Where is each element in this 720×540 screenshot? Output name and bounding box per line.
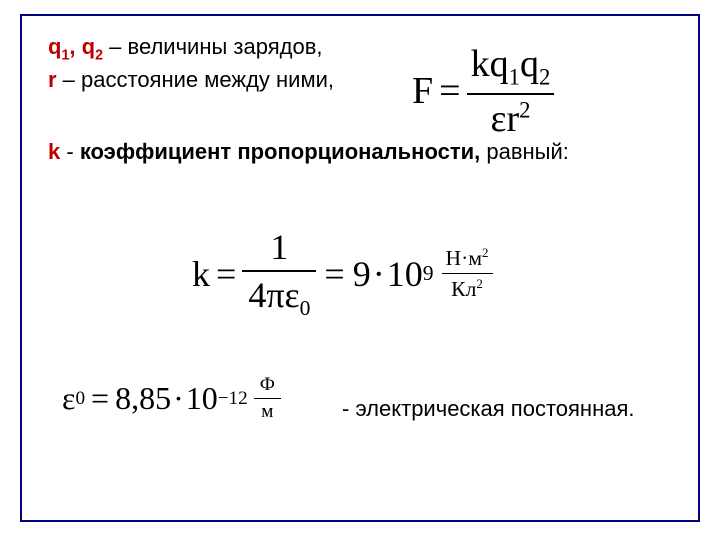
eps-units: Ф м	[254, 374, 281, 423]
eps-dot: ·	[173, 380, 184, 417]
formula-k: k = 1 4πε0 = 9 · 10 9 Н·м2	[192, 226, 493, 321]
k-symbol: k	[48, 139, 60, 164]
F-den-r-exp: 2	[519, 97, 530, 122]
definition-k: k - коэффициент пропорциональности, равн…	[48, 139, 672, 165]
k-den-pi: π	[266, 275, 284, 315]
k-dot: ·	[373, 253, 385, 295]
k-lhs: k	[192, 253, 210, 295]
k-unit-m-exp: 2	[482, 245, 488, 260]
k-description: коэффициент пропорциональности,	[80, 139, 480, 164]
F-lhs: F	[412, 69, 433, 113]
eps-sym: ε	[62, 380, 75, 417]
q-description: – величины зарядов,	[103, 34, 322, 59]
formula-epsilon0: ε0 = 8,85 · 10 −12 Ф м	[62, 374, 281, 423]
eps-unit-den: м	[255, 401, 279, 423]
F-num-q2-sub: 2	[539, 65, 550, 90]
F-den-r: r	[506, 98, 519, 140]
q1-symbol: q	[48, 34, 61, 59]
content-frame: q1, q2 – величины зарядов, r – расстояни…	[20, 14, 700, 522]
k-tail: равный:	[480, 139, 569, 164]
k-den-eps: ε	[285, 275, 300, 315]
k-unit-N: Н	[446, 246, 462, 270]
q2-subscript: 2	[95, 47, 103, 63]
k-unit-den-exp: 2	[476, 276, 482, 291]
k-eq2: =	[324, 253, 344, 295]
k-unit-den: Кл	[451, 277, 476, 301]
k-eq1: =	[216, 253, 236, 295]
eps-eq: =	[91, 380, 109, 417]
eps-exp: −12	[218, 388, 248, 410]
k-exp: 9	[423, 261, 434, 286]
epsilon-description: - электрическая постоянная.	[342, 396, 634, 422]
k-nine: 9	[353, 253, 371, 295]
F-den-eps: ε	[490, 98, 506, 140]
r-symbol: r	[48, 67, 57, 92]
eps-sub: 0	[75, 388, 85, 410]
F-num-q2: q	[520, 43, 539, 85]
F-num-q1-sub: 1	[509, 65, 520, 90]
F-fraction: kq1q2 εr2	[467, 42, 555, 141]
k-den-eps-sub: 0	[300, 296, 311, 320]
eps-ten: 10	[186, 380, 218, 417]
formula-coulomb: F = kq1q2 εr2	[412, 42, 554, 141]
definition-r: r – расстояние между ними,	[48, 67, 672, 93]
F-num-q1: q	[490, 43, 509, 85]
k-unit-m: м	[468, 246, 482, 270]
k-ten: 10	[387, 253, 423, 295]
k-dash: -	[60, 139, 80, 164]
eps-unit-num: Ф	[254, 374, 281, 396]
F-num-k: k	[471, 43, 490, 85]
k-frac1: 1 4πε0	[242, 226, 316, 321]
r-description: – расстояние между ними,	[57, 67, 334, 92]
k-num1: 1	[258, 226, 300, 268]
definition-q: q1, q2 – величины зарядов,	[48, 34, 672, 63]
k-units: Н·м2 Кл2	[442, 245, 493, 302]
q2-symbol: q	[82, 34, 95, 59]
k-den-4: 4	[248, 275, 266, 315]
F-equals: =	[439, 69, 460, 113]
eps-val: 8,85	[115, 380, 171, 417]
q-comma: ,	[69, 34, 81, 59]
